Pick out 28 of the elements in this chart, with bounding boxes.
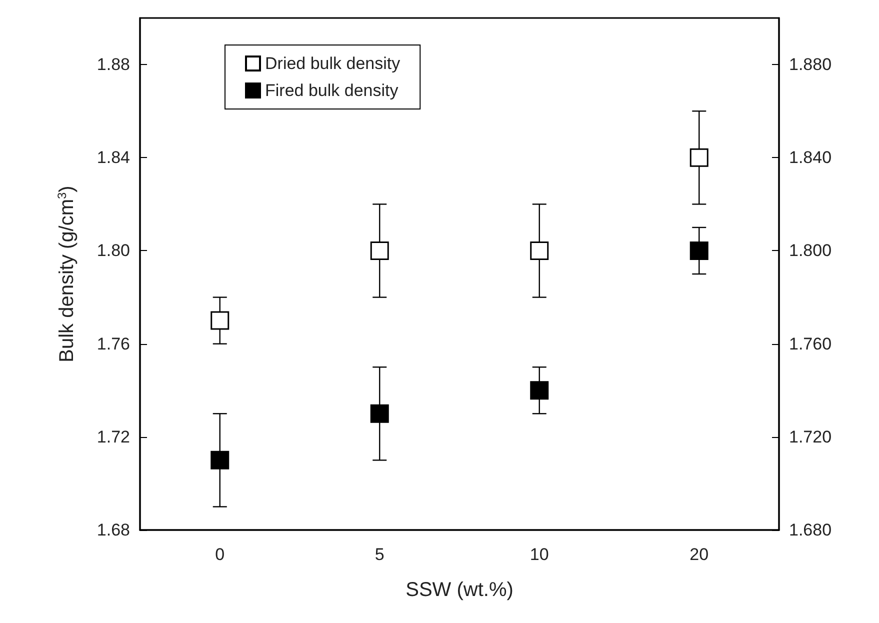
point <box>690 148 708 167</box>
point <box>370 241 389 260</box>
y-axis-title: Bulk density (g/cm3) <box>55 186 78 362</box>
point <box>370 404 389 423</box>
point <box>210 450 230 470</box>
y2-tick-label: 1.680 <box>789 520 832 540</box>
y2-tick-label: 1.720 <box>789 427 832 446</box>
legend-label: Fired bulk density <box>265 81 399 100</box>
x-tick-label: 5 <box>374 545 384 564</box>
y2-tick-label: 1.840 <box>789 148 832 168</box>
y2-tick-label: 1.760 <box>789 334 832 354</box>
point <box>530 241 549 260</box>
x-tick-label: 0 <box>215 545 225 564</box>
x-axis-title: SSW (wt.%) <box>406 579 514 601</box>
y2-tick-label: 1.800 <box>789 241 832 260</box>
y-tick-label: 1.88 <box>96 55 130 74</box>
point <box>690 241 708 260</box>
x-tick-label: 20 <box>690 545 709 564</box>
y-tick-label: 1.80 <box>96 241 130 260</box>
y-tick-label: 1.76 <box>96 334 130 354</box>
y-tick-label: 1.72 <box>96 427 130 446</box>
y2-tick-label: 1.880 <box>789 55 832 74</box>
y-tick-label: 1.84 <box>96 148 130 168</box>
point <box>210 311 230 330</box>
legend-label: Dried bulk density <box>265 54 401 73</box>
y-tick-label: 1.68 <box>96 520 130 540</box>
point <box>530 381 549 400</box>
x-tick-label: 10 <box>530 545 549 564</box>
